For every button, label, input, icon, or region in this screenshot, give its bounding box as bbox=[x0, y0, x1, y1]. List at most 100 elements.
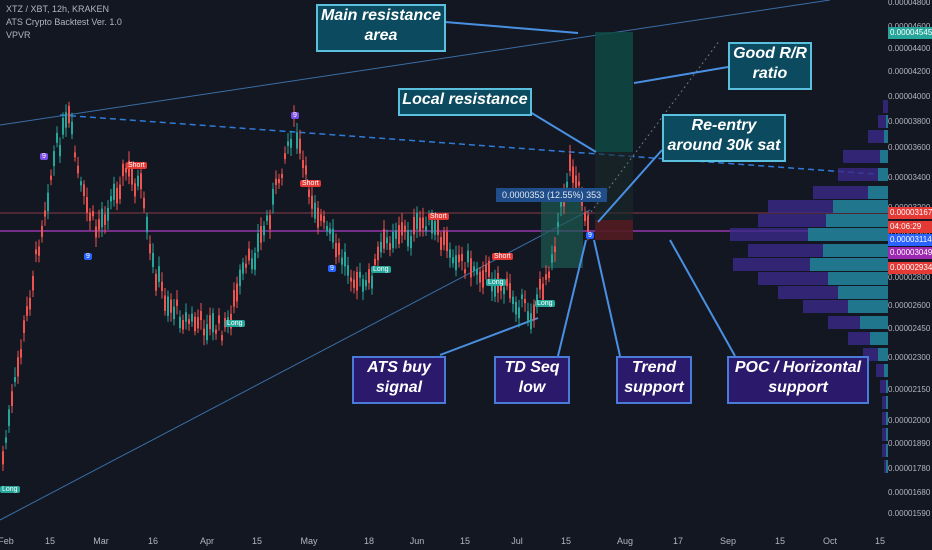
candle-body bbox=[263, 225, 265, 236]
volume-bar-up bbox=[886, 396, 888, 409]
candle-body bbox=[116, 187, 118, 204]
callout-trend-support: Trend support bbox=[616, 356, 692, 404]
td9-marker: 9 bbox=[40, 153, 48, 160]
candle-body bbox=[308, 189, 310, 197]
candle-body bbox=[413, 216, 415, 235]
candle-body bbox=[260, 226, 262, 243]
volume-profile bbox=[730, 100, 888, 473]
candle-body bbox=[83, 184, 85, 197]
callout-good-rr: Good R/R ratio bbox=[728, 42, 812, 90]
candle-body bbox=[425, 226, 427, 231]
price-axis-label: 0.00004200 bbox=[888, 67, 931, 76]
candle-body bbox=[326, 225, 328, 232]
candle-body bbox=[344, 251, 346, 267]
candle-body bbox=[479, 271, 481, 283]
candle-body bbox=[269, 215, 271, 230]
candle-body bbox=[239, 269, 241, 287]
price-axis-label: 0.00003400 bbox=[888, 173, 931, 182]
candle-body bbox=[407, 229, 409, 247]
candle-body bbox=[452, 257, 454, 264]
candle-body bbox=[443, 231, 445, 246]
candle-body bbox=[59, 144, 61, 157]
candle-body bbox=[434, 220, 436, 235]
time-axis-label: 17 bbox=[672, 536, 684, 546]
candle-body bbox=[179, 316, 181, 329]
candle-body bbox=[545, 274, 547, 280]
candle-body bbox=[416, 212, 418, 230]
volume-bar-up bbox=[828, 272, 888, 285]
volume-bar-up bbox=[886, 444, 888, 457]
price-axis-label: 0.00002150 bbox=[888, 385, 931, 394]
measured-move-box bbox=[541, 200, 583, 268]
volume-bar-up bbox=[826, 214, 888, 227]
candle-body bbox=[218, 315, 220, 324]
volume-bar-up bbox=[848, 300, 888, 313]
candle-body bbox=[482, 270, 484, 288]
candle-body bbox=[47, 192, 49, 212]
volume-bar-up bbox=[833, 200, 888, 213]
candle-body bbox=[527, 311, 529, 321]
candle-body bbox=[278, 179, 280, 184]
candle-body bbox=[377, 246, 379, 261]
candle-body bbox=[38, 246, 40, 256]
long-signal: Long bbox=[486, 279, 506, 286]
candle-body bbox=[32, 275, 34, 291]
candle-body bbox=[410, 236, 412, 249]
candle-body bbox=[242, 262, 244, 274]
candle-body bbox=[311, 195, 313, 209]
candle-body bbox=[119, 184, 121, 200]
volume-bar-up bbox=[823, 244, 888, 257]
indicator-vpvr[interactable]: VPVR bbox=[6, 30, 31, 40]
candle-body bbox=[518, 307, 520, 319]
candle-body bbox=[41, 225, 43, 238]
candle-body bbox=[125, 168, 127, 173]
volume-bar-up bbox=[868, 186, 888, 199]
candle-body bbox=[98, 219, 100, 230]
candle-body bbox=[365, 280, 367, 287]
callout-main-resistance: Main resistance area bbox=[316, 4, 446, 52]
volume-bar-up bbox=[884, 130, 888, 143]
candle-body bbox=[539, 278, 541, 290]
candle-body bbox=[296, 132, 298, 149]
candle-body bbox=[461, 253, 463, 262]
volume-bar bbox=[868, 130, 888, 143]
volume-bar bbox=[882, 444, 888, 457]
candle-body bbox=[2, 451, 4, 465]
time-axis-label: Jul bbox=[511, 536, 523, 546]
candle-body bbox=[464, 269, 466, 274]
candle-body bbox=[92, 211, 94, 217]
volume-bar bbox=[843, 150, 888, 163]
arrow-trend-support bbox=[593, 239, 621, 357]
arrow-good-rr bbox=[633, 66, 729, 84]
candle-body bbox=[437, 218, 439, 236]
candle-body bbox=[446, 231, 448, 252]
candle-body bbox=[65, 112, 67, 128]
time-axis-label: 18 bbox=[363, 536, 375, 546]
candle-body bbox=[251, 258, 253, 270]
td9-marker: 9 bbox=[291, 112, 299, 119]
volume-bar-up bbox=[810, 258, 888, 271]
candle-body bbox=[11, 391, 13, 407]
time-axis-label: 15 bbox=[774, 536, 786, 546]
candle-body bbox=[143, 197, 145, 209]
candle-body bbox=[332, 228, 334, 243]
price-axis-label: 0.00001590 bbox=[888, 509, 931, 518]
candle-body bbox=[254, 252, 256, 270]
candle-body bbox=[320, 214, 322, 221]
symbol-title: XTZ / XBT, 12h, KRAKEN bbox=[6, 4, 110, 14]
candle-body bbox=[74, 152, 76, 158]
time-axis-label: 15 bbox=[560, 536, 572, 546]
volume-bar-up bbox=[808, 228, 888, 241]
price-axis-label: 0.00002450 bbox=[888, 324, 931, 333]
arrow-poc bbox=[669, 239, 736, 357]
candle-body bbox=[488, 260, 490, 277]
time-axis-label: Aug bbox=[616, 536, 634, 546]
candle-body bbox=[110, 196, 112, 202]
candle-body bbox=[335, 242, 337, 258]
candle-body bbox=[569, 154, 571, 172]
callout-ats-buy: ATS buy signal bbox=[352, 356, 446, 404]
indicator-ats[interactable]: ATS Crypto Backtest Ver. 1.0 bbox=[6, 17, 122, 27]
candle-body bbox=[209, 315, 211, 330]
